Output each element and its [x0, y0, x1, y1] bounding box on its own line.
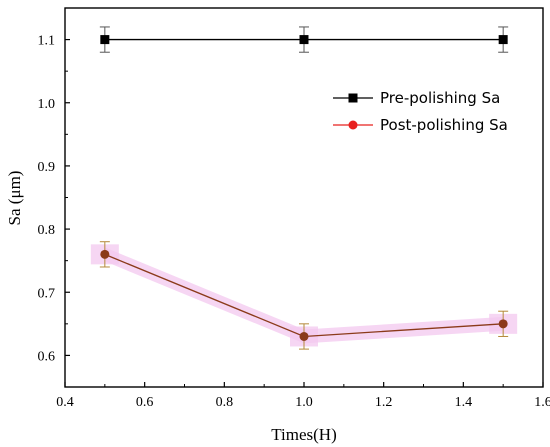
series-1-point	[299, 331, 309, 341]
series-layer	[99, 26, 509, 350]
x-tick-label: 0.8	[216, 395, 234, 410]
series-0-point	[100, 35, 110, 45]
y-tick-label: 1.1	[38, 34, 56, 49]
legend-marker-1	[348, 120, 358, 130]
x-axis-label: Times(H)	[271, 425, 337, 444]
x-tick-label: 0.4	[56, 395, 74, 410]
x-tick-label: 1.6	[534, 395, 550, 410]
legend-label-1: Post-polishing Sa	[380, 116, 508, 134]
series-0-point	[299, 35, 309, 45]
y-tick-label: 0.6	[38, 349, 56, 364]
y-axis-label: Sa (μm)	[5, 171, 24, 226]
axis-ticks: 0.4 0.6 0.8 1.0 1.2 1.4 1.6 0.6 0.7 0.8 0.9 1.0 1.1	[38, 34, 550, 410]
series-1-point	[498, 319, 508, 329]
series-1-point	[100, 249, 110, 259]
legend-marker-0	[348, 93, 358, 103]
legend: Pre-polishing Sa Post-polishing Sa	[333, 89, 508, 134]
legend-label-0: Pre-polishing Sa	[380, 89, 500, 107]
series-0-point	[498, 35, 508, 45]
x-tick-label: 1.4	[455, 395, 473, 410]
x-tick-label: 1.2	[375, 395, 393, 410]
x-tick-label: 1.0	[295, 395, 313, 410]
x-tick-label: 0.6	[136, 395, 154, 410]
y-tick-label: 1.0	[38, 97, 56, 112]
y-tick-label: 0.9	[38, 160, 56, 175]
y-tick-label: 0.7	[38, 286, 56, 301]
y-tick-label: 0.8	[38, 223, 56, 238]
